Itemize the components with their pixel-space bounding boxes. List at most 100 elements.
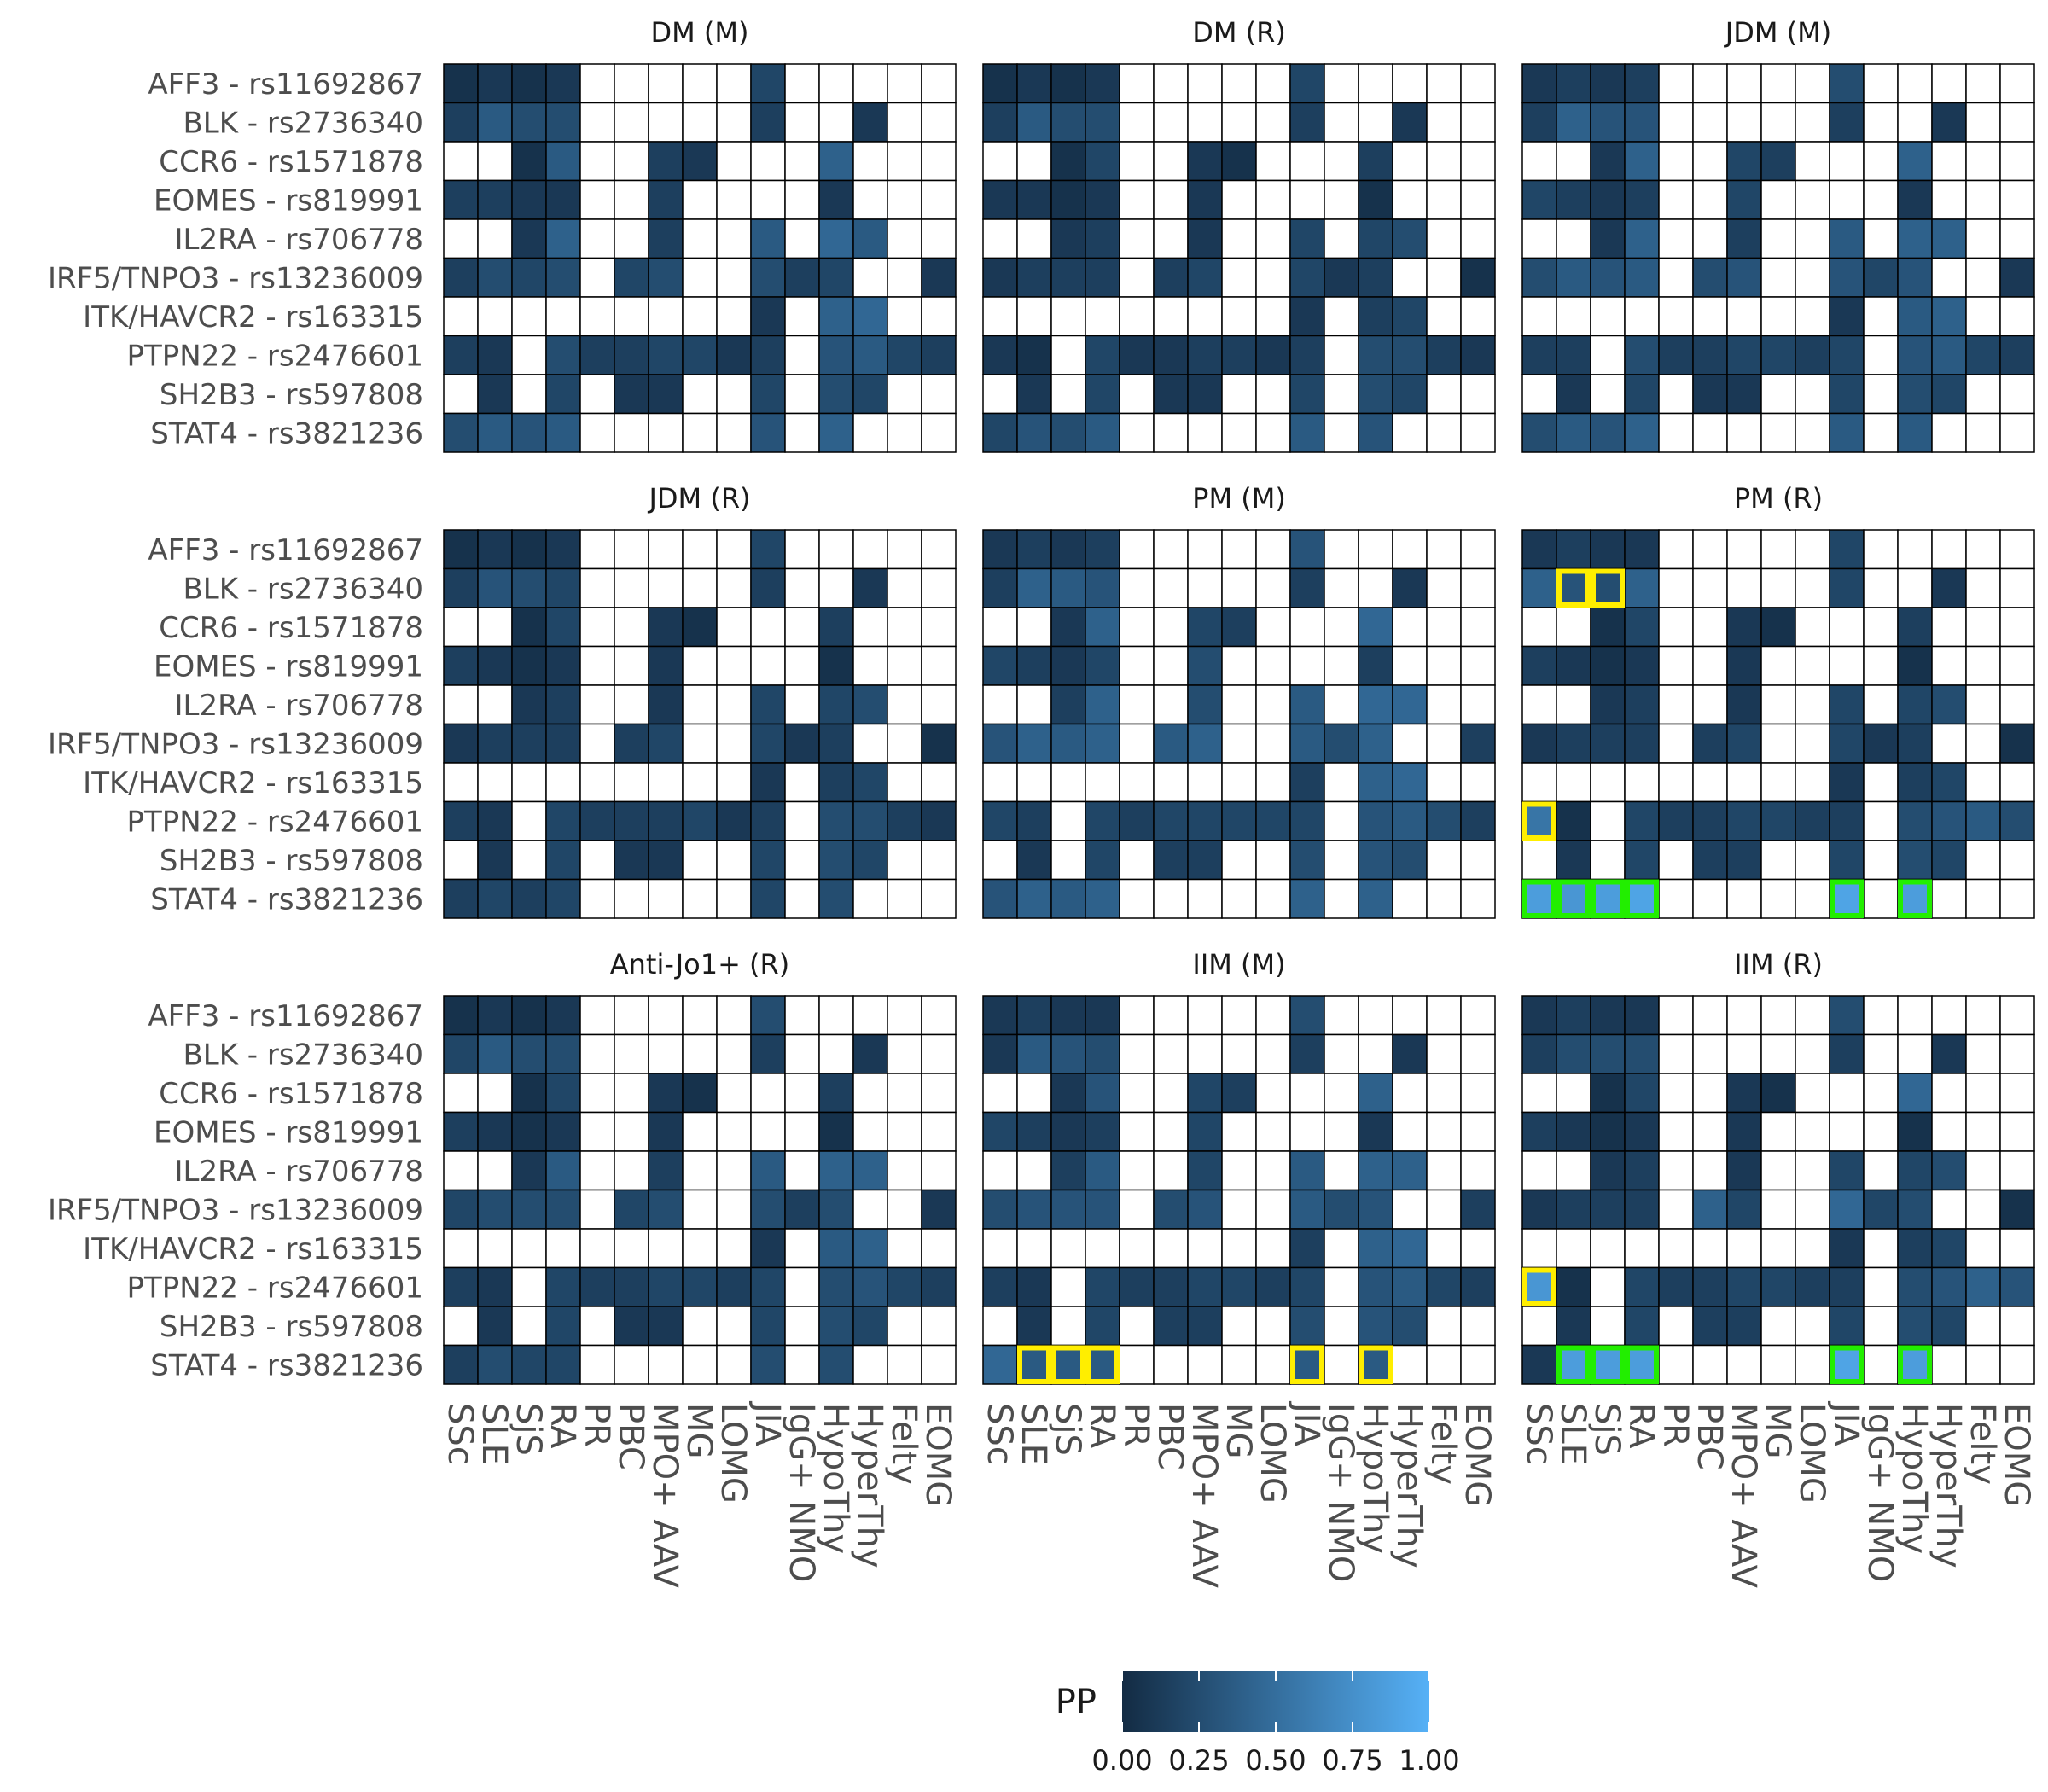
heatmap-cell xyxy=(1119,1073,1155,1114)
heatmap-cell xyxy=(511,840,547,881)
heatmap-cell xyxy=(1460,296,1496,337)
heatmap-cell xyxy=(1358,762,1393,803)
heatmap-cell xyxy=(648,102,684,143)
heatmap-cell xyxy=(511,645,547,686)
heatmap-cell xyxy=(921,1111,957,1152)
heatmap-cell xyxy=(1119,840,1155,881)
heatmap-cell xyxy=(1829,335,1865,375)
heatmap-cell xyxy=(1460,1189,1496,1230)
heatmap-cell xyxy=(1692,723,1728,764)
heatmap-cell xyxy=(648,723,684,764)
heatmap-cell xyxy=(682,1111,718,1152)
heatmap-cell xyxy=(1556,1306,1591,1347)
column-label: RA xyxy=(543,1403,582,1449)
heatmap-cell xyxy=(682,412,718,453)
heatmap-cell xyxy=(818,840,854,881)
heatmap-cell xyxy=(921,840,957,881)
heatmap-cell xyxy=(1289,529,1325,570)
heatmap-cell xyxy=(887,296,922,337)
heatmap-cell xyxy=(1392,840,1428,881)
heatmap-cell xyxy=(1829,1189,1865,1230)
heatmap-cell xyxy=(1999,645,2035,686)
heatmap-cell xyxy=(1392,63,1428,104)
heatmap-cell xyxy=(1016,1228,1052,1269)
heatmap-cell xyxy=(1119,762,1155,803)
heatmap-cell xyxy=(982,1228,1018,1269)
heatmap-cell xyxy=(750,412,786,453)
heatmap-cell xyxy=(1521,529,1557,570)
heatmap-cell xyxy=(1760,296,1796,337)
heatmap-cell xyxy=(1795,257,1830,298)
heatmap-cell xyxy=(1460,1344,1496,1385)
heatmap-cell xyxy=(716,995,752,1036)
heatmap-cell xyxy=(1521,684,1557,725)
heatmap-cell xyxy=(1016,257,1052,298)
heatmap-cell xyxy=(750,1228,786,1269)
heatmap-cell xyxy=(579,63,615,104)
heatmap-cell xyxy=(1221,1306,1257,1347)
heatmap-cell xyxy=(1221,1228,1257,1269)
heatmap-cell xyxy=(750,1344,786,1385)
legend-tick-label: 0.50 xyxy=(1245,1744,1306,1777)
panel-title: Anti-Jo1+ (R) xyxy=(610,948,790,980)
heatmap-cell xyxy=(614,1189,649,1230)
heatmap-cell xyxy=(579,1150,615,1191)
heatmap-cell xyxy=(1624,63,1660,104)
heatmap-cell xyxy=(1931,762,1967,803)
heatmap-cell xyxy=(1324,1150,1359,1191)
heatmap-cell xyxy=(1289,335,1325,375)
heatmap-cell xyxy=(784,723,820,764)
heatmap-cell xyxy=(1863,723,1899,764)
row-label: AFF3 - rs11692867 xyxy=(148,533,423,567)
heatmap-cell xyxy=(477,1266,513,1307)
heatmap-cell xyxy=(1897,296,1933,337)
heatmap-cell xyxy=(1692,1111,1728,1152)
heatmap-cell xyxy=(1289,296,1325,337)
heatmap-cell xyxy=(1221,374,1257,415)
heatmap-cell xyxy=(511,1111,547,1152)
heatmap-cell xyxy=(1324,762,1359,803)
heatmap-cell xyxy=(852,995,888,1036)
row-label: BLK - rs2736340 xyxy=(183,106,423,140)
highlight-box xyxy=(1522,1267,1556,1306)
heatmap-cell xyxy=(1221,684,1257,725)
heatmap-cell xyxy=(1965,296,2001,337)
heatmap-cell xyxy=(1624,1266,1660,1307)
heatmap-cell xyxy=(1426,1266,1462,1307)
heatmap-cell xyxy=(1624,1228,1660,1269)
heatmap-cell xyxy=(1221,1073,1257,1114)
heatmap-cell xyxy=(1392,257,1428,298)
heatmap-cell xyxy=(1521,412,1557,453)
heatmap-cell xyxy=(1863,63,1899,104)
heatmap-cell xyxy=(1050,762,1086,803)
legend: PP 0.00 0.25 0.50 0.75 1.00 xyxy=(1056,1671,1460,1777)
heatmap-cell xyxy=(716,878,752,919)
heatmap-cell xyxy=(1965,684,2001,725)
heatmap-cell xyxy=(1153,1150,1189,1191)
heatmap-cell xyxy=(1221,1150,1257,1191)
heatmap-cell xyxy=(1016,218,1052,259)
heatmap-cell xyxy=(1289,63,1325,104)
heatmap-cell xyxy=(1624,257,1660,298)
heatmap-cell xyxy=(1358,1111,1393,1152)
heatmap-cell xyxy=(784,1189,820,1230)
heatmap-cell xyxy=(887,218,922,259)
heatmap-cell xyxy=(1692,257,1728,298)
heatmap-cell xyxy=(1931,374,1967,415)
heatmap-cell xyxy=(477,1150,513,1191)
heatmap-cell xyxy=(716,218,752,259)
heatmap-cell xyxy=(1658,1111,1694,1152)
heatmap-cell xyxy=(1624,607,1660,648)
heatmap-cell xyxy=(1658,607,1694,648)
heatmap-cell xyxy=(1590,840,1626,881)
heatmap-cell xyxy=(1358,102,1393,143)
heatmap-cell xyxy=(1426,995,1462,1036)
heatmap-cell xyxy=(1392,800,1428,841)
heatmap-cell xyxy=(1829,63,1865,104)
heatmap-cell xyxy=(1624,995,1660,1036)
heatmap-cell xyxy=(1590,723,1626,764)
heatmap-cell xyxy=(1965,63,2001,104)
heatmap-cell xyxy=(648,1111,684,1152)
heatmap-cell xyxy=(1897,607,1933,648)
